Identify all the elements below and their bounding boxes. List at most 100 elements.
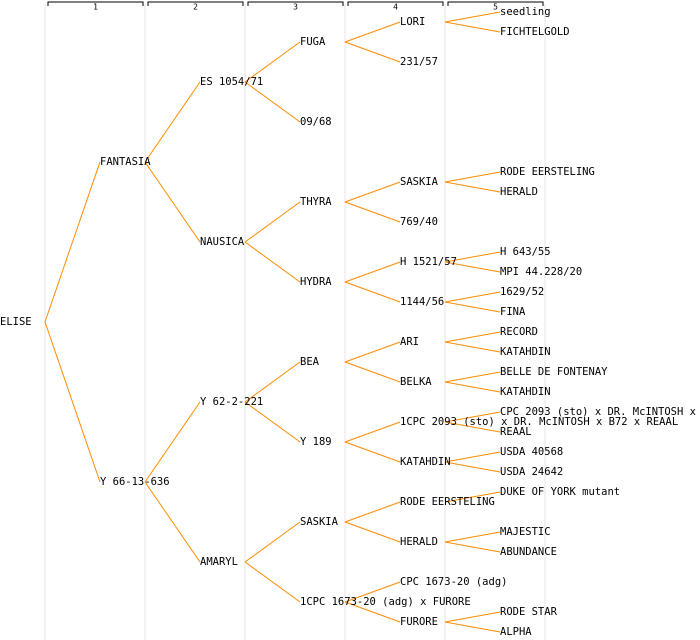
pedigree-node: 1CPC 2093 (sto) x DR. McINTOSH x B72 x R… <box>400 416 678 428</box>
pedigree-node: KATAHDIN <box>500 386 551 398</box>
generation-label: 1 <box>93 3 98 12</box>
pedigree-edge <box>444 371 501 383</box>
pedigree-edge <box>344 521 401 543</box>
pedigree-node: 1144/56 <box>400 296 444 308</box>
pedigree-node: FUGA <box>300 36 326 48</box>
pedigree-node: MPI 44.228/20 <box>500 266 582 278</box>
pedigree-node: Y 189 <box>300 436 332 448</box>
pedigree-edge <box>444 421 501 433</box>
pedigree-edge <box>244 81 301 123</box>
pedigree-edge <box>444 291 501 303</box>
pedigree-node: HERALD <box>400 536 438 548</box>
pedigree-node: SASKIA <box>300 516 339 528</box>
pedigree-node: ALPHA <box>500 626 532 638</box>
pedigree-node: FURORE <box>400 616 438 628</box>
pedigree-node: ARI <box>400 336 419 348</box>
pedigree-edge <box>344 21 401 43</box>
pedigree-edge <box>444 251 501 263</box>
pedigree-edge <box>244 521 301 563</box>
pedigree-node: BELKA <box>400 376 432 388</box>
pedigree-edge <box>444 491 501 503</box>
pedigree-edge <box>244 41 301 83</box>
pedigree-edge <box>344 501 401 523</box>
pedigree-node: seedling <box>500 6 551 18</box>
generation-label: 2 <box>193 3 198 12</box>
pedigree-node: ABUNDANCE <box>500 546 557 558</box>
pedigree-node: BEA <box>300 356 320 368</box>
pedigree-edge <box>444 541 501 553</box>
pedigree-edge <box>444 621 501 633</box>
pedigree-node: FINA <box>500 306 526 318</box>
pedigree-edge <box>144 81 201 163</box>
pedigree-edge <box>244 241 301 283</box>
pedigree-node: Y 66-13-636 <box>100 476 170 488</box>
pedigree-edge <box>444 21 501 33</box>
pedigree-edge <box>444 451 501 463</box>
generation-label: 3 <box>293 3 298 12</box>
pedigree-node: RECORD <box>500 326 538 338</box>
column-bracket <box>47 1 144 6</box>
pedigree-node: USDA 24642 <box>500 466 563 478</box>
generation-label: 4 <box>393 3 398 12</box>
pedigree-edge <box>444 341 501 353</box>
pedigree-edge <box>444 261 501 273</box>
pedigree-edge <box>344 581 401 603</box>
pedigree-node: RODE EERSTELING <box>400 496 495 508</box>
pedigree-edge <box>244 401 301 443</box>
column-bracket <box>147 1 244 6</box>
pedigree-edge <box>344 601 401 623</box>
pedigree-node: CPC 2093 (sto) x DR. McINTOSH x B72 x RE… <box>500 406 700 418</box>
pedigree-node: HERALD <box>500 186 538 198</box>
pedigree-node: RODE STAR <box>500 606 558 618</box>
pedigree-edge <box>444 461 501 473</box>
column-bracket <box>447 1 544 6</box>
column-bracket <box>247 1 344 6</box>
pedigree-edge <box>444 11 501 23</box>
pedigree-edge <box>144 161 201 243</box>
pedigree-node: REAAL <box>500 426 532 438</box>
pedigree-node: CPC 1673-20 (adg) <box>400 576 507 588</box>
pedigree-node: H 1521/57 <box>400 256 457 268</box>
pedigree-edge <box>144 481 201 563</box>
generation-label: 5 <box>493 3 498 12</box>
pedigree-edge <box>344 341 401 363</box>
pedigree-edge <box>44 161 101 323</box>
column-bracket <box>347 1 444 6</box>
pedigree-edge <box>344 281 401 303</box>
pedigree-edge <box>244 361 301 403</box>
pedigree-node: MAJESTIC <box>500 526 551 538</box>
pedigree-edge <box>144 401 201 483</box>
pedigree-node: FICHTELGOLD <box>500 26 570 38</box>
pedigree-node: 231/57 <box>400 56 438 68</box>
pedigree-edge <box>344 41 401 63</box>
pedigree-edge <box>344 361 401 383</box>
pedigree-edge <box>44 321 101 483</box>
pedigree-node: KATAHDIN <box>500 346 551 358</box>
pedigree-node: Y 62-2-221 <box>200 396 263 408</box>
pedigree-edge <box>444 611 501 623</box>
pedigree-node: 1629/52 <box>500 286 544 298</box>
pedigree-edge <box>444 411 501 423</box>
pedigree-node: H 643/55 <box>500 246 551 258</box>
pedigree-edge <box>444 181 501 193</box>
pedigree-edge <box>244 201 301 243</box>
pedigree-node: BELLE DE FONTENAY <box>500 366 608 378</box>
pedigree-edge <box>444 331 501 343</box>
pedigree-edge <box>444 381 501 393</box>
pedigree-edge <box>344 261 401 283</box>
pedigree-node: FANTASIA <box>100 156 151 168</box>
pedigree-node: SASKIA <box>400 176 439 188</box>
pedigree-edge <box>444 531 501 543</box>
pedigree-node: LORI <box>400 16 425 28</box>
pedigree-node: AMARYL <box>200 556 238 568</box>
pedigree-edge <box>344 201 401 223</box>
pedigree-node: RODE EERSTELING <box>500 166 595 178</box>
pedigree-edge <box>444 171 501 183</box>
pedigree-edge <box>444 301 501 313</box>
pedigree-edge <box>344 421 401 443</box>
pedigree-edge <box>344 441 401 463</box>
pedigree-node: ELISE <box>0 316 32 328</box>
pedigree-node: 769/40 <box>400 216 438 228</box>
pedigree-node: THYRA <box>300 196 332 208</box>
